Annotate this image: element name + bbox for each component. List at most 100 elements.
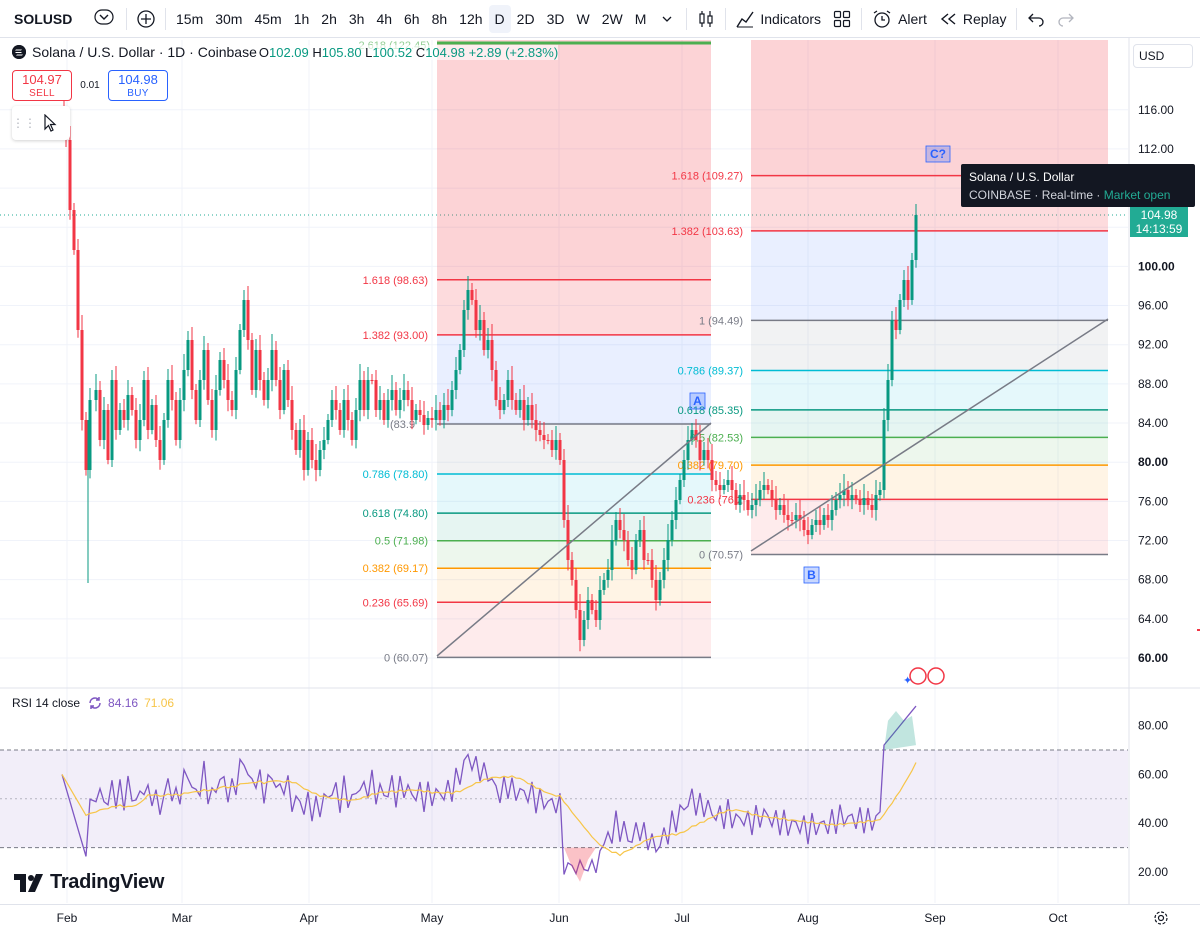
candle-body [80, 330, 84, 420]
candle-body [890, 320, 894, 380]
interval-button-6h[interactable]: 6h [404, 10, 420, 27]
candle-body [578, 610, 582, 640]
candle-body [106, 410, 110, 460]
fib2-zone [751, 230, 1108, 321]
candle-body [338, 410, 342, 430]
currency-selector[interactable]: USD [1133, 44, 1193, 68]
candle-body [102, 410, 106, 440]
rsi-axis-label: 40.00 [1138, 816, 1168, 830]
candle-body [402, 390, 406, 400]
event-star-icon: ✦ [903, 674, 912, 687]
sell-button[interactable]: 104.97 SELL [12, 70, 72, 101]
candle-body [322, 440, 326, 450]
event-flag-icon [909, 667, 927, 685]
candle-body [910, 260, 914, 300]
interval-button-2d[interactable]: 2D [516, 10, 535, 27]
candle-body [478, 320, 482, 330]
interval-button-2w[interactable]: 2W [601, 10, 623, 27]
candlestick-series [63, 100, 918, 652]
candle-body [682, 460, 686, 480]
candle-body [206, 350, 210, 400]
fib2-level-label: 0 (70.57) [699, 550, 743, 562]
candle-body [346, 400, 350, 420]
candle-body [254, 350, 258, 390]
alert-button[interactable]: Alert [866, 5, 933, 33]
interval-button-d[interactable]: D [488, 4, 511, 33]
add-symbol-button[interactable] [131, 5, 161, 33]
candle-body [342, 400, 346, 430]
candle-body [306, 440, 310, 470]
time-label-oct: Oct [1048, 911, 1068, 925]
settings-gear-icon[interactable] [1153, 910, 1169, 929]
candle-body [738, 495, 742, 505]
candle-body [714, 480, 718, 485]
candle-body [574, 580, 578, 610]
tradingview-logo[interactable]: TradingView [14, 871, 164, 894]
interval-dropdown-button[interactable] [652, 5, 682, 33]
drawings: A B C? ✦ [436, 145, 1109, 687]
candle-body [398, 400, 402, 410]
candle-body [458, 350, 462, 370]
candle-body [534, 420, 538, 430]
compare-symbol-icon[interactable] [94, 9, 114, 28]
candle-body [882, 420, 886, 490]
candle-body [298, 430, 302, 450]
candle-body [618, 520, 622, 530]
rsi-line [61, 705, 917, 876]
interval-button-3d[interactable]: 3D [546, 10, 565, 27]
candle-body [898, 300, 902, 330]
interval-button-w[interactable]: W [576, 10, 590, 27]
candle-body [710, 460, 714, 480]
cursor-tool-button[interactable] [30, 114, 58, 132]
candle-body [234, 370, 238, 410]
time-axis[interactable]: Feb Mar Apr May Jun Jul Aug Sep Oct [0, 904, 1200, 929]
indicators-button[interactable]: Indicators [730, 5, 827, 33]
drag-handle-icon[interactable]: ⋮⋮ [12, 116, 36, 130]
chart-canvas[interactable]: 2.618 (122.45)1.618 (98.63)1.382 (93.00)… [0, 38, 1200, 904]
symbol-search-button[interactable]: SOLUSD [6, 5, 122, 33]
replay-button[interactable]: Replay [933, 5, 1013, 33]
candle-body [218, 360, 222, 390]
price-axis-label: 92.00 [1138, 338, 1168, 352]
layouts-button[interactable] [827, 5, 857, 33]
candle-body [758, 490, 762, 500]
chart-type-button[interactable] [691, 5, 721, 33]
candle-body [870, 505, 874, 510]
candle-body [686, 440, 690, 460]
candle-body [522, 400, 526, 420]
candle-body [806, 530, 810, 535]
interval-button-8h[interactable]: 8h [431, 10, 448, 27]
interval-button-2h[interactable]: 2h [321, 10, 337, 27]
fib1-level-label: 0.5 (71.98) [375, 536, 428, 548]
interval-button-30m[interactable]: 30m [215, 10, 243, 27]
candle-body [662, 560, 666, 580]
time-label-aug: Aug [797, 911, 819, 925]
candle-body [286, 370, 290, 400]
candle-body [826, 515, 830, 520]
marker-a: A [693, 394, 702, 408]
candle-body [330, 400, 334, 420]
undo-button[interactable] [1021, 5, 1051, 33]
toolbar-divider [686, 7, 688, 30]
interval-button-4h[interactable]: 4h [376, 10, 393, 27]
ohlc-values: O102.09 H105.80 L100.52 C104.98 +2.89 (+… [258, 44, 559, 60]
price-axis-label: 68.00 [1138, 573, 1168, 587]
tradingview-logo-icon [14, 873, 43, 892]
replay-label: Replay [962, 10, 1007, 27]
candle-body [842, 490, 846, 495]
fib1-zone [437, 568, 711, 603]
interval-button-3h[interactable]: 3h [348, 10, 365, 27]
candle-body [854, 495, 858, 500]
candle-body [690, 430, 694, 440]
interval-button-m[interactable]: M [634, 10, 647, 27]
interval-button-1h[interactable]: 1h [293, 10, 310, 27]
redo-button[interactable] [1051, 5, 1081, 33]
interval-button-12h[interactable]: 12h [459, 10, 483, 27]
interval-button-45m[interactable]: 45m [254, 10, 282, 27]
candle-body [242, 300, 246, 330]
candle-body [194, 390, 198, 420]
interval-button-15m[interactable]: 15m [176, 10, 204, 27]
candle-body [374, 380, 378, 410]
buy-button[interactable]: 104.98 BUY [108, 70, 168, 101]
fib1-level-label: 1.618 (98.63) [363, 275, 428, 287]
